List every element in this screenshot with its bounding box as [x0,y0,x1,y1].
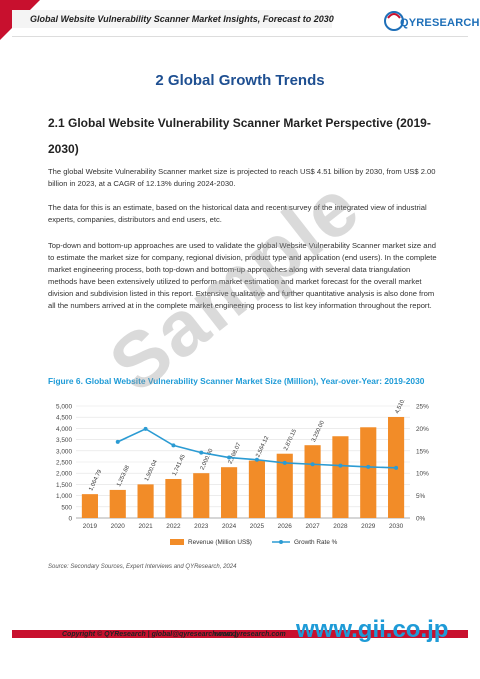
bar [81,494,98,518]
y2-tick-label: 5% [416,493,426,500]
paragraph-market-size: The global Website Vulnerability Scanner… [48,167,436,188]
footer-bar [12,630,468,638]
x-tick-label: 2028 [333,523,348,530]
growth-rate-point [115,439,120,444]
growth-rate-point [254,457,259,462]
y2-tick-label: 0% [416,516,426,523]
x-tick-label: 2026 [278,523,293,530]
bar-data-label: 1,064.79 [88,469,103,492]
legend-label-growth: Growth Rate % [294,539,338,546]
header-divider [12,36,468,37]
qyresearch-logo [384,11,404,31]
footer-site[interactable]: www.qyresearch.com [214,631,286,638]
x-tick-label: 2023 [194,523,209,530]
section-subheading: 2.1 Global Website Vulnerability Scanner… [48,116,431,156]
paragraph-data-basis: The data for this is an estimate, based … [48,203,427,224]
legend-label-revenue: Revenue (Million US$) [188,539,252,546]
y-tick-label: 2,000 [56,471,72,478]
growth-rate-point [227,455,232,460]
figure-title: Figure 6. Global Website Vulnerability S… [48,376,425,386]
bar [248,460,265,518]
y2-tick-label: 10% [416,471,429,478]
y-tick-label: 4,000 [56,426,72,433]
growth-rate-point [338,463,343,468]
y-tick-label: 5,000 [56,404,72,411]
growth-rate-point [310,462,315,467]
bar-data-label: 4,510.00 [394,400,409,415]
header-bar [12,10,332,28]
bar [360,427,377,518]
bar [332,436,349,518]
bar [221,467,238,518]
growth-rate-point [394,465,399,470]
x-tick-label: 2029 [361,523,376,530]
bar [276,453,293,518]
y-tick-label: 3,000 [56,448,72,455]
bar [109,489,126,518]
x-tick-label: 2025 [250,523,265,530]
x-tick-label: 2019 [83,523,98,530]
x-tick-label: 2024 [222,523,237,530]
growth-rate-point [143,426,148,431]
y-tick-label: 2,500 [56,460,72,467]
x-tick-label: 2021 [138,523,153,530]
y-tick-label: 1,500 [56,482,72,489]
section-heading: 2 Global Growth Trends [155,72,325,89]
bar [193,473,210,518]
y-tick-label: 1,000 [56,493,72,500]
bar [304,445,321,518]
y2-tick-label: 20% [416,426,429,433]
legend-swatch-revenue [170,539,184,545]
growth-rate-point [282,460,287,465]
y-tick-label: 0 [68,516,72,523]
growth-rate-point [199,450,204,455]
figure-source: Source: Secondary Sources, Expert Interv… [48,564,237,570]
logo-text: QYRESEARCH [400,17,480,29]
footer-copyright: Copyright © QYResearch | global@qyresear… [62,631,237,638]
x-tick-label: 2027 [305,523,320,530]
x-tick-label: 2030 [389,523,404,530]
bar-data-label: 2,564.12 [255,435,270,458]
x-tick-label: 2020 [111,523,126,530]
y2-tick-label: 25% [416,404,429,411]
bar [165,478,182,518]
growth-rate-point [171,443,176,448]
y-tick-label: 4,500 [56,415,72,422]
bar-data-label: 2,870.15 [283,429,298,452]
header-title: Global Website Vulnerability Scanner Mar… [30,14,334,24]
gii-watermark-site: www.gii.co.jp [296,616,449,643]
legend-marker-growth [279,540,283,544]
bar [137,484,154,518]
bar-data-label: 2,268.07 [227,442,242,465]
y-tick-label: 500 [61,504,72,511]
paragraph-methodology: Top-down and bottom-up approaches are us… [48,241,437,310]
market-size-chart: 0 500 1,000 1,500 2,000 2,500 3,000 3,500 4,000 4… [56,400,429,546]
y-tick-label: 3,500 [56,437,72,444]
growth-rate-point [366,464,371,469]
x-tick-label: 2022 [166,523,181,530]
y2-tick-label: 15% [416,448,429,455]
